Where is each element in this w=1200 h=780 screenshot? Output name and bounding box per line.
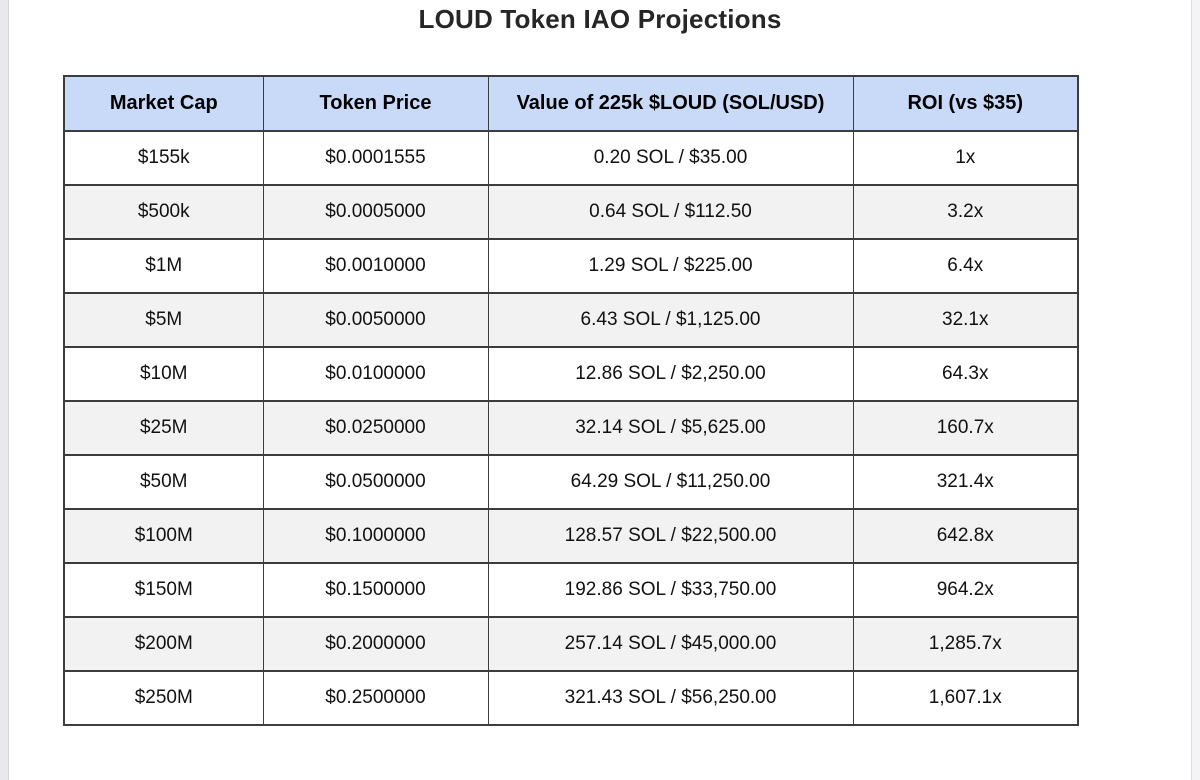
table-row: $155k $0.0001555 0.20 SOL / $35.00 1x [63,130,1079,186]
cell-roi: 1x [852,130,1079,186]
cell-market-cap: $5M [63,292,264,348]
cell-token-price: $0.1500000 [262,562,489,618]
cell-roi: 1,607.1x [852,670,1079,726]
cell-market-cap: $100M [63,508,264,564]
table-row: $250M $0.2500000 321.43 SOL / $56,250.00… [63,670,1079,726]
cell-value: 128.57 SOL / $22,500.00 [487,508,854,564]
cell-roi: 1,285.7x [852,616,1079,672]
cell-token-price: $0.0500000 [262,454,489,510]
cell-roi: 964.2x [852,562,1079,618]
cell-value: 192.86 SOL / $33,750.00 [487,562,854,618]
table-row: $500k $0.0005000 0.64 SOL / $112.50 3.2x [63,184,1079,240]
table-row: $25M $0.0250000 32.14 SOL / $5,625.00 16… [63,400,1079,456]
cell-value: 257.14 SOL / $45,000.00 [487,616,854,672]
page-title: LOUD Token IAO Projections [418,4,782,34]
cell-value: 321.43 SOL / $56,250.00 [487,670,854,726]
table-row: $5M $0.0050000 6.43 SOL / $1,125.00 32.1… [63,292,1079,348]
cell-roi: 32.1x [852,292,1079,348]
cell-value: 64.29 SOL / $11,250.00 [487,454,854,510]
cell-value: 0.64 SOL / $112.50 [487,184,854,240]
cell-roi: 160.7x [852,400,1079,456]
cell-token-price: $0.0250000 [262,400,489,456]
table-header-row: Market Cap Token Price Value of 225k $LO… [63,75,1079,132]
cell-value: 6.43 SOL / $1,125.00 [487,292,854,348]
cell-token-price: $0.0050000 [262,292,489,348]
projections-table: Market Cap Token Price Value of 225k $LO… [63,75,1079,726]
table-row: $50M $0.0500000 64.29 SOL / $11,250.00 3… [63,454,1079,510]
cell-market-cap: $10M [63,346,264,402]
cell-roi: 64.3x [852,346,1079,402]
cell-market-cap: $50M [63,454,264,510]
header-value: Value of 225k $LOUD (SOL/USD) [487,75,854,132]
cell-token-price: $0.2500000 [262,670,489,726]
cell-value: 1.29 SOL / $225.00 [487,238,854,294]
cell-token-price: $0.2000000 [262,616,489,672]
cell-market-cap: $500k [63,184,264,240]
cell-value: 32.14 SOL / $5,625.00 [487,400,854,456]
table-row: $200M $0.2000000 257.14 SOL / $45,000.00… [63,616,1079,672]
page-right-edge [1191,0,1200,780]
cell-roi: 3.2x [852,184,1079,240]
cell-roi: 321.4x [852,454,1079,510]
cell-market-cap: $1M [63,238,264,294]
cell-market-cap: $150M [63,562,264,618]
table-row: $10M $0.0100000 12.86 SOL / $2,250.00 64… [63,346,1079,402]
cell-value: 0.20 SOL / $35.00 [487,130,854,186]
cell-market-cap: $250M [63,670,264,726]
cell-token-price: $0.0010000 [262,238,489,294]
table-row: $100M $0.1000000 128.57 SOL / $22,500.00… [63,508,1079,564]
page-left-edge [0,0,9,780]
table-row: $150M $0.1500000 192.86 SOL / $33,750.00… [63,562,1079,618]
table-row: $1M $0.0010000 1.29 SOL / $225.00 6.4x [63,238,1079,294]
cell-market-cap: $25M [63,400,264,456]
header-market-cap: Market Cap [63,75,264,132]
cell-token-price: $0.1000000 [262,508,489,564]
header-token-price: Token Price [262,75,489,132]
cell-market-cap: $155k [63,130,264,186]
cell-token-price: $0.0100000 [262,346,489,402]
cell-market-cap: $200M [63,616,264,672]
cell-token-price: $0.0001555 [262,130,489,186]
cell-roi: 6.4x [852,238,1079,294]
cell-roi: 642.8x [852,508,1079,564]
header-roi: ROI (vs $35) [852,75,1079,132]
cell-token-price: $0.0005000 [262,184,489,240]
cell-value: 12.86 SOL / $2,250.00 [487,346,854,402]
